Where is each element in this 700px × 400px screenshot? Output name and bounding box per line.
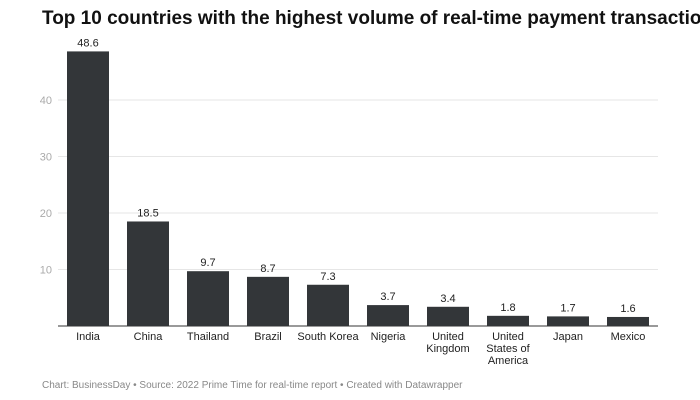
chart-footer: Chart: BusinessDay • Source: 2022 Prime … [42,380,463,391]
bar [187,271,229,326]
bar [247,276,289,326]
bar [607,316,649,326]
value-label: 1.7 [560,302,575,314]
bar [547,316,589,326]
bar [487,315,529,326]
value-label: 3.7 [380,291,395,303]
category-label: Japan [553,331,583,343]
bar-chart: 10 20 30 40 48.6 India 18.5 China 9.7 Thailand 8.7… [40,37,658,367]
chart-title: Top 10 countries with the highest volume… [42,8,700,29]
bar [427,306,469,326]
bar [307,284,349,326]
category-label: China [134,331,164,343]
bar [367,305,409,326]
y-tick-label: 20 [40,208,52,220]
value-label: 7.3 [320,271,335,283]
value-label: 18.5 [137,207,158,219]
value-label: 48.6 [77,37,98,49]
y-tick-label: 40 [40,95,52,107]
category-label: Mexico [611,331,646,343]
value-label: 1.8 [500,302,515,314]
value-label: 1.6 [620,303,635,315]
category-label: India [76,331,101,343]
bar [127,221,169,326]
value-label: 3.4 [440,293,455,305]
value-label: 9.7 [200,257,215,269]
value-label: 8.7 [260,263,275,275]
category-label: Nigeria [371,331,407,343]
y-tick-label: 30 [40,152,52,164]
category-label: United Kingdom [426,331,469,355]
bar [67,51,109,326]
category-label: Thailand [187,331,229,343]
category-label: Brazil [254,331,282,343]
category-label: United States of America [486,331,530,367]
y-tick-label: 10 [40,265,52,277]
category-label: South Korea [297,331,359,343]
